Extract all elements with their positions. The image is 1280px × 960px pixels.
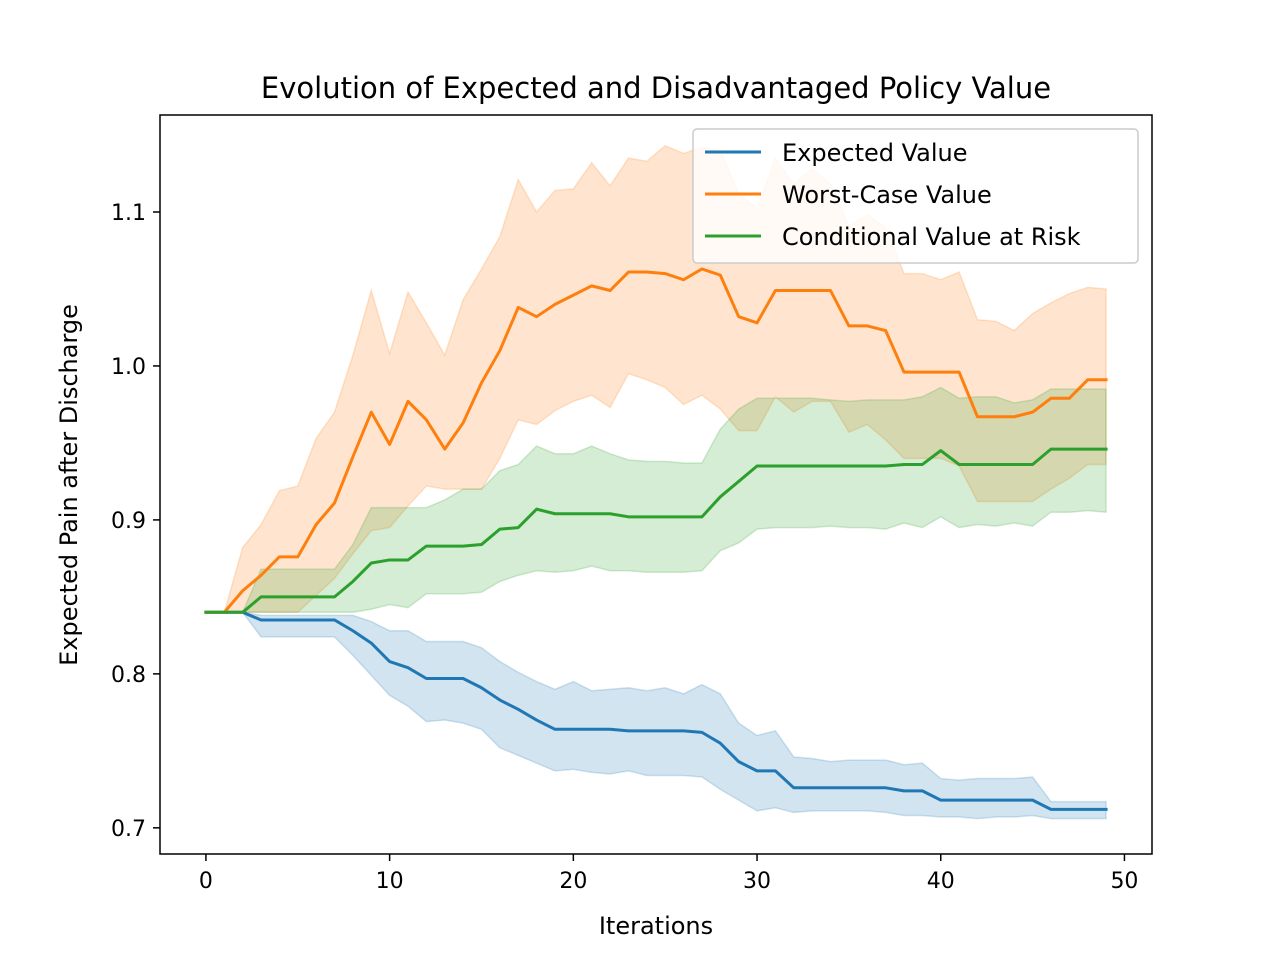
confidence-band-0 (205, 611, 1107, 820)
legend: Expected Value Worst-Case Value Conditiona… (692, 128, 1139, 264)
x-axis: 0 10 20 30 40 50 (199, 854, 1138, 894)
series-line-0 (204, 610, 1108, 811)
x-axis-label: Iterations (599, 912, 713, 940)
y-tick-label: 0.7 (111, 817, 146, 842)
chart-title: Evolution of Expected and Disadvantaged … (261, 71, 1051, 105)
y-tick-label: 1.0 (111, 355, 146, 380)
x-tick-label: 30 (743, 869, 771, 894)
y-tick-label: 0.8 (111, 663, 146, 688)
x-tick-label: 0 (199, 869, 213, 894)
legend-label-2: Conditional Value at Risk (782, 223, 1081, 251)
y-tick-label: 1.1 (111, 201, 146, 226)
legend-label-0: Expected Value (782, 139, 968, 167)
x-tick-label: 50 (1110, 869, 1138, 894)
plot-frame (159, 114, 1153, 855)
series-line-2 (204, 447, 1108, 614)
legend-label-1: Worst-Case Value (782, 181, 992, 209)
x-tick-label: 40 (927, 869, 955, 894)
legend-box (692, 128, 1139, 264)
series-line-1 (204, 267, 1108, 614)
confidence-band-2 (205, 386, 1107, 614)
y-axis: 0.7 0.8 0.9 1.0 1.1 (111, 201, 160, 842)
x-tick-label: 10 (376, 869, 404, 894)
x-tick-label: 20 (559, 869, 587, 894)
y-axis-label: Expected Pain after Discharge (55, 304, 83, 666)
y-tick-label: 0.9 (111, 509, 146, 534)
